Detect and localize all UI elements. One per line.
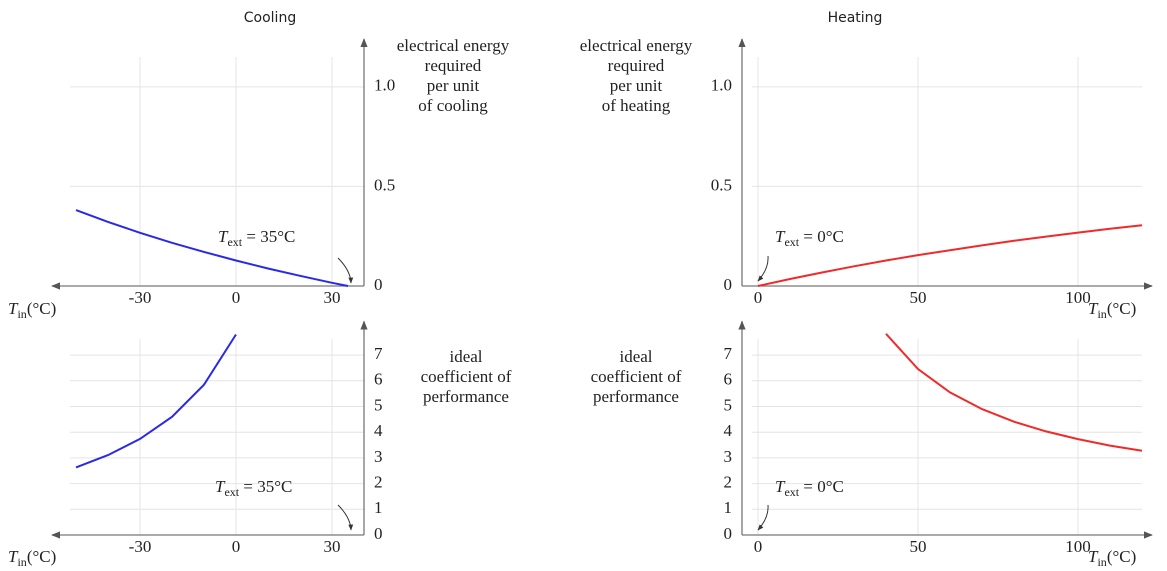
- x-axis-label-symbol: T: [8, 299, 19, 318]
- y-tick-label: 5: [374, 395, 383, 414]
- annotation-text: = 0°C: [799, 227, 844, 246]
- annotation-arrow: [337, 504, 354, 531]
- annotation-text: = 0°C: [799, 477, 844, 496]
- x-axis-label-text: (°C): [27, 547, 56, 566]
- x-tick-label: 30: [324, 537, 341, 556]
- y-tick-label: 6: [374, 370, 383, 389]
- x-tick-label: 0: [232, 288, 241, 307]
- annotation: Text = 35°C: [215, 477, 292, 499]
- x-axis-label-text: (°C): [1107, 299, 1136, 318]
- y-tick-label: 5: [724, 395, 733, 414]
- y-axis-label: performance: [423, 387, 509, 406]
- chart-title: Heating: [828, 10, 883, 26]
- annotation-symbol: T: [775, 227, 786, 246]
- curve: [757, 224, 1143, 287]
- x-axis-label-subscript: in: [1097, 307, 1106, 321]
- y-tick-label: 2: [724, 473, 733, 492]
- y-tick-label: 7: [724, 344, 733, 363]
- x-tick-label: 30: [324, 288, 341, 307]
- y-tick-label: 1: [374, 498, 383, 517]
- x-axis-label-subscript: in: [17, 555, 26, 569]
- y-tick-label: 0: [724, 275, 733, 294]
- x-axis-label-text: (°C): [27, 299, 56, 318]
- curve: [75, 209, 349, 287]
- x-tick-label: 50: [910, 288, 927, 307]
- x-tick-label: 0: [754, 288, 763, 307]
- y-tick-label: 3: [374, 447, 383, 466]
- y-tick-label: 1: [724, 498, 733, 517]
- annotation-subscript: ext: [784, 485, 799, 499]
- y-tick-label: 0.5: [374, 175, 395, 194]
- annotation-arrow: [337, 257, 354, 284]
- y-axis-label: per unit: [610, 76, 663, 95]
- annotation: Text = 35°C: [218, 227, 295, 249]
- x-axis-label-symbol: T: [1088, 299, 1099, 318]
- y-axis-label: coefficient of: [421, 367, 512, 386]
- x-tick-label: -30: [129, 537, 152, 556]
- y-tick-label: 4: [374, 421, 383, 440]
- annotation-subscript: ext: [227, 235, 242, 249]
- curve: [75, 333, 237, 469]
- annotation: Text = 0°C: [775, 227, 844, 249]
- curve: [885, 333, 1143, 452]
- x-tick-label: -30: [129, 288, 152, 307]
- x-axis-label: Tin(°C): [8, 299, 56, 321]
- y-tick-label: 1.0: [711, 76, 732, 95]
- y-axis-label: electrical energy: [580, 36, 693, 55]
- y-axis-label: performance: [593, 387, 679, 406]
- y-tick-label: 2: [374, 473, 383, 492]
- annotation-subscript: ext: [224, 485, 239, 499]
- x-axis-label-text: (°C): [1107, 547, 1136, 566]
- x-tick-label: 0: [754, 537, 763, 556]
- x-tick-label: 50: [910, 537, 927, 556]
- y-axis-label: electrical energy: [397, 36, 510, 55]
- annotation-text: = 35°C: [239, 477, 292, 496]
- x-axis-label-subscript: in: [17, 307, 26, 321]
- y-tick-label: 7: [374, 344, 383, 363]
- x-axis-label-symbol: T: [8, 547, 19, 566]
- y-tick-label: 0.5: [711, 175, 732, 194]
- x-tick-label: 0: [232, 537, 241, 556]
- annotation-subscript: ext: [784, 235, 799, 249]
- x-tick-label: 100: [1065, 288, 1091, 307]
- annotation-arrow: [757, 504, 769, 531]
- y-tick-label: 0: [374, 275, 383, 294]
- x-axis-label-symbol: T: [1088, 547, 1099, 566]
- y-tick-label: 1.0: [374, 76, 395, 95]
- chart-title: Cooling: [244, 10, 296, 26]
- y-axis-label: ideal: [449, 347, 482, 366]
- annotation-text: = 35°C: [242, 227, 295, 246]
- x-axis-label-subscript: in: [1097, 555, 1106, 569]
- y-axis-label: per unit: [427, 76, 480, 95]
- x-tick-label: 100: [1065, 537, 1091, 556]
- y-axis-label: coefficient of: [591, 367, 682, 386]
- y-tick-label: 0: [374, 524, 383, 543]
- y-axis-label: ideal: [619, 347, 652, 366]
- y-axis-label: required: [425, 56, 482, 75]
- annotation-symbol: T: [215, 477, 226, 496]
- y-tick-label: 6: [724, 370, 733, 389]
- y-axis-label: required: [608, 56, 665, 75]
- x-axis-label: Tin(°C): [1088, 547, 1136, 569]
- x-axis-label: Tin(°C): [8, 547, 56, 569]
- annotation-symbol: T: [218, 227, 229, 246]
- y-tick-label: 3: [724, 447, 733, 466]
- y-axis-label: of cooling: [418, 96, 488, 115]
- x-axis-label: Tin(°C): [1088, 299, 1136, 321]
- annotation: Text = 0°C: [775, 477, 844, 499]
- annotation-symbol: T: [775, 477, 786, 496]
- y-tick-label: 0: [724, 524, 733, 543]
- y-tick-label: 4: [724, 421, 733, 440]
- annotation-arrow: [757, 255, 769, 282]
- y-axis-label: of heating: [602, 96, 671, 115]
